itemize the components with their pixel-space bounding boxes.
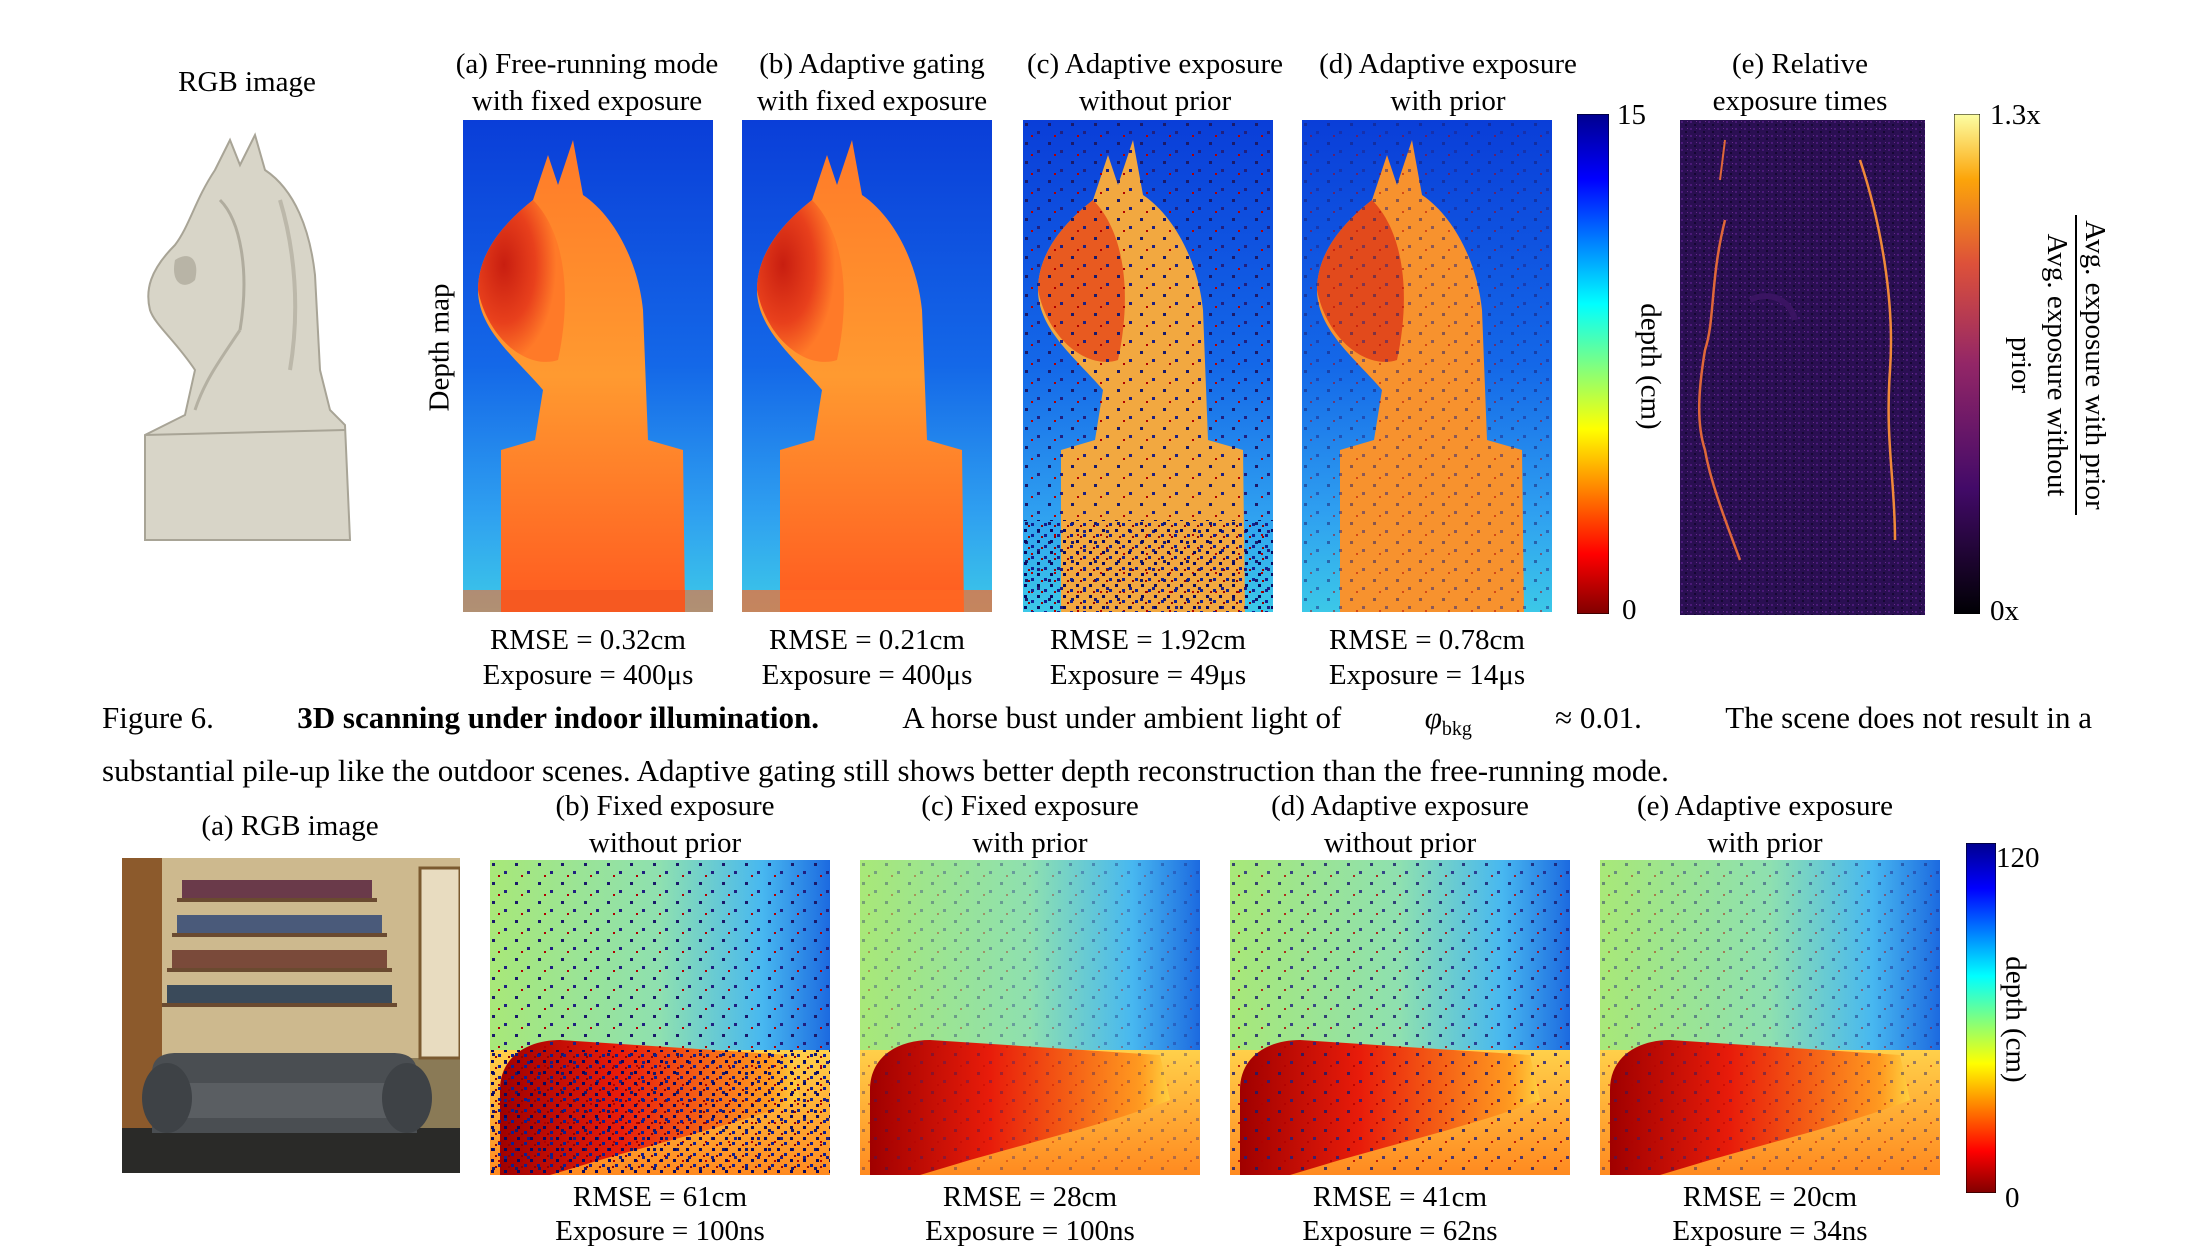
fig7-exposure-d: Exposure = 62ns xyxy=(1302,1215,1498,1247)
caption-phi: φ xyxy=(1424,700,1442,735)
fig7-exposure-b: Exposure = 100ns xyxy=(555,1215,765,1247)
fig6-panel-b-title-2: with fixed exposure xyxy=(756,85,988,117)
fig6-depth-colorbar-min: 0 xyxy=(1622,594,1637,626)
fig7-panel-d-title-1: (d) Adaptive exposure xyxy=(1271,790,1529,822)
fig6-rgb-label: RGB image xyxy=(178,66,316,98)
fig7-rgb-label: (a) RGB image xyxy=(201,810,379,842)
caption-math: φbkg xyxy=(1425,697,1472,750)
fig6-row-label: Depth map xyxy=(423,283,456,412)
fig7-depth-map-b xyxy=(490,860,830,1175)
fig7-exposure-c: Exposure = 100ns xyxy=(925,1215,1135,1247)
fig6-relative-title-2: exposure times xyxy=(1712,85,1888,117)
fig6-panel-a-title-2: with fixed exposure xyxy=(471,85,703,117)
caption-prefix: Figure 6. xyxy=(102,700,214,735)
fig6-depth-map-a xyxy=(463,120,713,612)
fig7-panel-b-title-1: (b) Fixed exposure xyxy=(555,790,775,822)
fig6-exposure-a: Exposure = 400μs xyxy=(482,659,694,691)
fig7-depth-colorbar-max: 120 xyxy=(1996,842,2040,874)
fig6-relative-label-num: Avg. exposure with prior xyxy=(2079,220,2111,510)
fig6-caption: Figure 6. 3D scanning under indoor illum… xyxy=(102,697,2102,792)
caption-line-2: substantial pile-up like the outdoor sce… xyxy=(102,753,1669,789)
fig6-panel-d-title-1: (d) Adaptive exposure xyxy=(1319,48,1577,80)
fig6-rmse-a: RMSE = 0.32cm xyxy=(489,624,686,656)
caption-bold: 3D scanning under indoor illumination. xyxy=(297,700,819,735)
fig7-depth-colorbar xyxy=(1966,843,1996,1193)
fig6-relative-exposure-map xyxy=(1680,120,1925,615)
fig7-rmse-c: RMSE = 28cm xyxy=(942,1181,1118,1213)
fig7-panel-e-title-1: (e) Adaptive exposure xyxy=(1636,790,1894,822)
fig6-panel-b-title-1: (b) Adaptive gating xyxy=(759,48,985,80)
fig6-panel-c-title-1: (c) Adaptive exposure xyxy=(1026,48,1284,80)
fig6-panel-d-title-2: with prior xyxy=(1390,85,1506,117)
fig7-depth-colorbar-label: depth (cm) xyxy=(1999,956,2032,1083)
fig7-rmse-d: RMSE = 41cm xyxy=(1312,1181,1488,1213)
fig7-depth-map-e xyxy=(1600,860,1940,1175)
caption-sub: bkg xyxy=(1441,718,1472,741)
fig7-exposure-e: Exposure = 34ns xyxy=(1672,1215,1868,1247)
fig7-panel-e-title-2: with prior xyxy=(1707,827,1823,859)
fig6-relative-label-den: Avg. exposure without prior xyxy=(2005,233,2073,497)
caption-approx: ≈ 0.01. xyxy=(1555,700,1642,735)
fig6-panel-a-title-1: (a) Free-running mode xyxy=(455,48,719,80)
fig6-relative-colorbar-min: 0x xyxy=(1990,595,2019,627)
fig6-exposure-b: Exposure = 400μs xyxy=(761,659,973,691)
fig7-panel-c-title-1: (c) Fixed exposure xyxy=(921,790,1139,822)
fig6-exposure-c: Exposure = 49μs xyxy=(1049,659,1247,691)
fig6-depth-colorbar xyxy=(1577,114,1609,614)
fig6-exposure-d: Exposure = 14μs xyxy=(1328,659,1526,691)
fig7-panel-b-title-2: without prior xyxy=(588,827,742,859)
fig6-relative-colorbar xyxy=(1954,114,1980,614)
fig6-relative-title-1: (e) Relative xyxy=(1731,48,1869,80)
caption-line-1: Figure 6. 3D scanning under indoor illum… xyxy=(102,697,2092,750)
horse-rgb-photo xyxy=(130,110,360,555)
fig6-relative-colorbar-max: 1.3x xyxy=(1990,99,2041,131)
fig6-depth-map-c xyxy=(1023,120,1273,612)
fig6-depth-colorbar-label: depth (cm) xyxy=(1634,303,1667,430)
fig7-depth-map-d xyxy=(1230,860,1570,1175)
fig6-rmse-d: RMSE = 0.78cm xyxy=(1328,624,1525,656)
caption-text-a: A horse bust under ambient light of xyxy=(902,700,1342,735)
fig6-rmse-c: RMSE = 1.92cm xyxy=(1049,624,1246,656)
room-rgb-photo xyxy=(122,858,460,1173)
fig7-panel-d-title-2: without prior xyxy=(1323,827,1477,859)
fig7-panel-c-title-2: with prior xyxy=(972,827,1088,859)
fig6-depth-colorbar-max: 15 xyxy=(1617,99,1646,131)
fig6-depth-map-d xyxy=(1302,120,1552,612)
fig6-depth-map-b xyxy=(742,120,992,612)
fig6-relative-colorbar-label: Avg. exposure with prior Avg. exposure w… xyxy=(1895,215,2195,515)
fig7-rmse-b: RMSE = 61cm xyxy=(572,1181,748,1213)
fig6-panel-c-title-2: without prior xyxy=(1078,85,1232,117)
fig7-rmse-e: RMSE = 20cm xyxy=(1682,1181,1858,1213)
caption-text-b: The scene does not result in a xyxy=(1725,700,2092,735)
fig7-depth-colorbar-min: 0 xyxy=(2005,1182,2020,1214)
fig7-depth-map-c xyxy=(860,860,1200,1175)
fig6-rmse-b: RMSE = 0.21cm xyxy=(768,624,965,656)
